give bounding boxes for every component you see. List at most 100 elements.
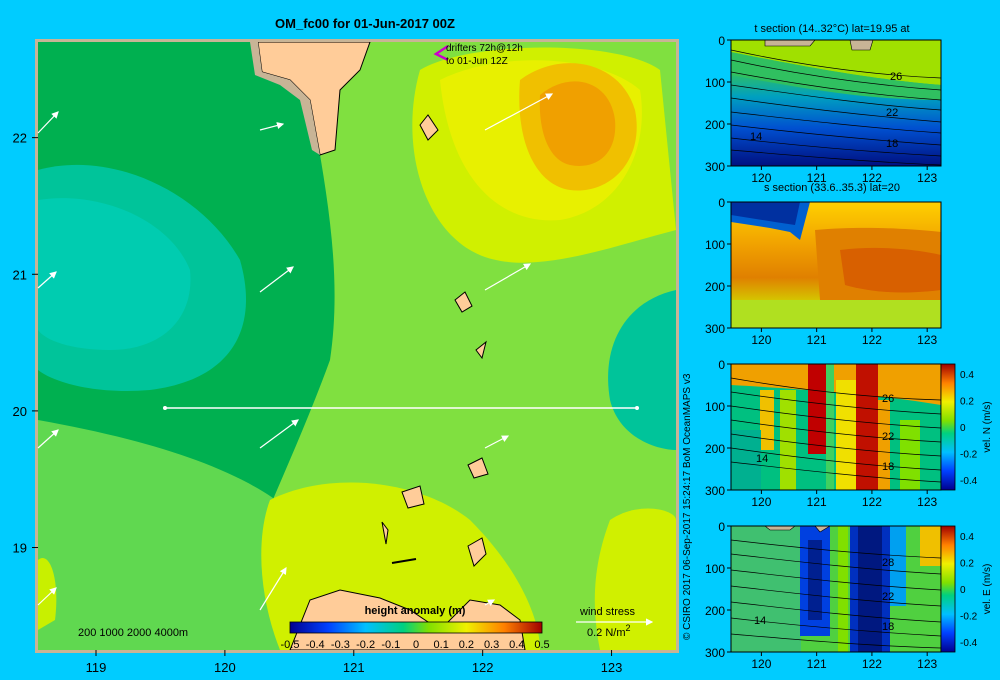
chart-title: OM_fc00 for 01-Jun-2017 00Z bbox=[275, 16, 455, 31]
section-y-tick-label: 100 bbox=[705, 400, 725, 414]
vcolorbar-tick-label: 0.4 bbox=[960, 532, 974, 543]
section-y-tick-label: 200 bbox=[705, 442, 725, 456]
section-x-tick-label: 120 bbox=[751, 171, 771, 185]
vcolorbar-tick-label: -0.2 bbox=[960, 612, 978, 623]
section-x-tick-label: 121 bbox=[807, 171, 827, 185]
vcolorbar-tick-label: 0.2 bbox=[960, 559, 974, 570]
section-y-tick-label: 100 bbox=[705, 562, 725, 576]
section-y-tick-label: 200 bbox=[705, 280, 725, 294]
colorbar-tick-label: -0.5 bbox=[281, 639, 300, 651]
colorbar-tick-label: -0.1 bbox=[381, 639, 400, 651]
wind-scale: wind stress 0.2 N/m2 bbox=[576, 606, 654, 639]
colorbar-tick-label: -0.2 bbox=[356, 639, 375, 651]
t-contour-label: 18 bbox=[886, 138, 898, 150]
map-panel: drifters 72h@12h to 01-Jun 12Z 200 1000 … bbox=[13, 39, 679, 675]
section-x-tick-label: 122 bbox=[862, 171, 882, 185]
y-tick-label: 19 bbox=[13, 541, 27, 556]
t-section-title: t section (14..32°C) lat=19.95 at bbox=[754, 23, 909, 35]
y-tick-label: 20 bbox=[13, 404, 27, 419]
s-section-title: s section (33.6..35.3) lat=20 bbox=[764, 182, 900, 194]
t-contour-label: 14 bbox=[750, 131, 762, 143]
x-tick-label: 120 bbox=[214, 660, 236, 675]
x-tick-label: 122 bbox=[472, 660, 494, 675]
section-x-tick-label: 123 bbox=[917, 495, 937, 509]
vcolorbar-tick-label: 0.4 bbox=[960, 370, 974, 381]
e-contour-label: 22 bbox=[882, 591, 894, 603]
section-y-tick-label: 0 bbox=[718, 196, 725, 210]
section-x-tick-label: 123 bbox=[917, 657, 937, 671]
vcolorbar-tick-label: 0 bbox=[960, 585, 966, 596]
section-x-tick-label: 120 bbox=[751, 657, 771, 671]
section-y-tick-label: 300 bbox=[705, 484, 725, 498]
colorbar-tick-label: -0.3 bbox=[331, 639, 350, 651]
colorbar-tick-label: 0.5 bbox=[534, 639, 549, 651]
section-y-tick-label: 100 bbox=[705, 238, 725, 252]
section-y-tick-label: 200 bbox=[705, 604, 725, 618]
vcolorbar-label: vel. N (m/s) bbox=[982, 401, 993, 452]
colorbar-tick-label: -0.4 bbox=[306, 639, 325, 651]
section-y-tick-label: 0 bbox=[718, 34, 725, 48]
colorbar-tick-label: 0.4 bbox=[509, 639, 524, 651]
n-contour-label: 26 bbox=[882, 393, 894, 405]
credit-text: © CSIRO 2017 06-Sep-2017 15:24:17 BoM Oc… bbox=[682, 373, 693, 640]
vel-n-colorbar bbox=[940, 363, 956, 491]
vcolorbar-label: vel. E (m/s) bbox=[982, 564, 993, 615]
t-contour-label: 22 bbox=[886, 107, 898, 119]
colorbar-tick-label: 0.3 bbox=[484, 639, 499, 651]
s-section-panel: s section (33.6..35.3) lat=20 120 121 122 1… bbox=[705, 182, 942, 347]
section-x-tick-label: 121 bbox=[807, 657, 827, 671]
drifter-icon bbox=[433, 44, 449, 62]
wind-scale-value: 0.2 N/m2 bbox=[587, 623, 631, 639]
n-contour-label: 22 bbox=[882, 431, 894, 443]
section-x-tick-label: 120 bbox=[751, 333, 771, 347]
section-x-tick-label: 121 bbox=[807, 495, 827, 509]
vcolorbar-tick-label: -0.4 bbox=[960, 638, 978, 649]
height-colorbar: height anomaly (m) -0.5 -0.4 -0.3 -0.2 -0.1 0… bbox=[281, 605, 550, 651]
vcolorbar-tick-label: 0 bbox=[960, 423, 966, 434]
colorbar-title: height anomaly (m) bbox=[365, 605, 466, 617]
section-y-tick-label: 300 bbox=[705, 646, 725, 660]
vcolorbar-tick-label: 0.2 bbox=[960, 397, 974, 408]
wind-stress-arrows bbox=[37, 93, 554, 611]
section-x-tick-label: 122 bbox=[862, 495, 882, 509]
e-contour-label: 14 bbox=[754, 615, 766, 627]
x-tick-label: 123 bbox=[601, 660, 623, 675]
section-y-tick-label: 100 bbox=[705, 76, 725, 90]
vel-n-section-panel: 26 22 18 14 120 121 122 123 0 100 200 300 0.4 0.… bbox=[705, 358, 993, 509]
section-x-tick-label: 122 bbox=[862, 333, 882, 347]
x-tick-label: 121 bbox=[343, 660, 365, 675]
section-y-tick-label: 0 bbox=[718, 520, 725, 534]
t-section-panel: t section (14..32°C) lat=19.95 at 26 22 … bbox=[705, 23, 942, 185]
section-x-tick-label: 123 bbox=[917, 333, 937, 347]
map-axes: 119 120 121 122 123 22 21 20 19 bbox=[13, 131, 623, 675]
e-contour-label: 18 bbox=[882, 621, 894, 633]
n-contour-label: 18 bbox=[882, 461, 894, 473]
colorbar-tick-label: 0.2 bbox=[459, 639, 474, 651]
drifter-label-1: drifters 72h@12h bbox=[446, 43, 523, 54]
y-tick-label: 22 bbox=[13, 131, 27, 146]
depth-legend: 200 1000 2000 4000m bbox=[78, 627, 188, 639]
section-y-tick-label: 0 bbox=[718, 358, 725, 372]
section-x-tick-label: 121 bbox=[807, 333, 827, 347]
e-contour-label: 28 bbox=[882, 557, 894, 569]
colorbar-tick-label: 0 bbox=[413, 639, 419, 651]
section-y-tick-label: 200 bbox=[705, 118, 725, 132]
section-y-tick-label: 300 bbox=[705, 322, 725, 336]
section-x-tick-label: 120 bbox=[751, 495, 771, 509]
x-tick-label: 119 bbox=[86, 660, 107, 675]
vcolorbar-tick-label: -0.4 bbox=[960, 476, 978, 487]
drifter-label-2: to 01-Jun 12Z bbox=[446, 56, 508, 67]
section-x-tick-label: 122 bbox=[862, 657, 882, 671]
height-anomaly-field bbox=[38, 42, 676, 650]
n-contour-label: 14 bbox=[756, 453, 768, 465]
section-y-tick-label: 300 bbox=[705, 160, 725, 174]
wind-label: wind stress bbox=[579, 606, 636, 618]
vel-e-section-panel: 28 22 18 14 120 121 122 123 0 100 200 300 0.4 0.… bbox=[705, 520, 993, 671]
t-contour-label: 26 bbox=[890, 71, 902, 83]
vel-e-colorbar bbox=[940, 525, 956, 653]
colorbar-tick-label: 0.1 bbox=[434, 639, 449, 651]
vcolorbar-tick-label: -0.2 bbox=[960, 450, 978, 461]
section-x-tick-label: 123 bbox=[917, 171, 937, 185]
y-tick-label: 21 bbox=[13, 267, 27, 282]
